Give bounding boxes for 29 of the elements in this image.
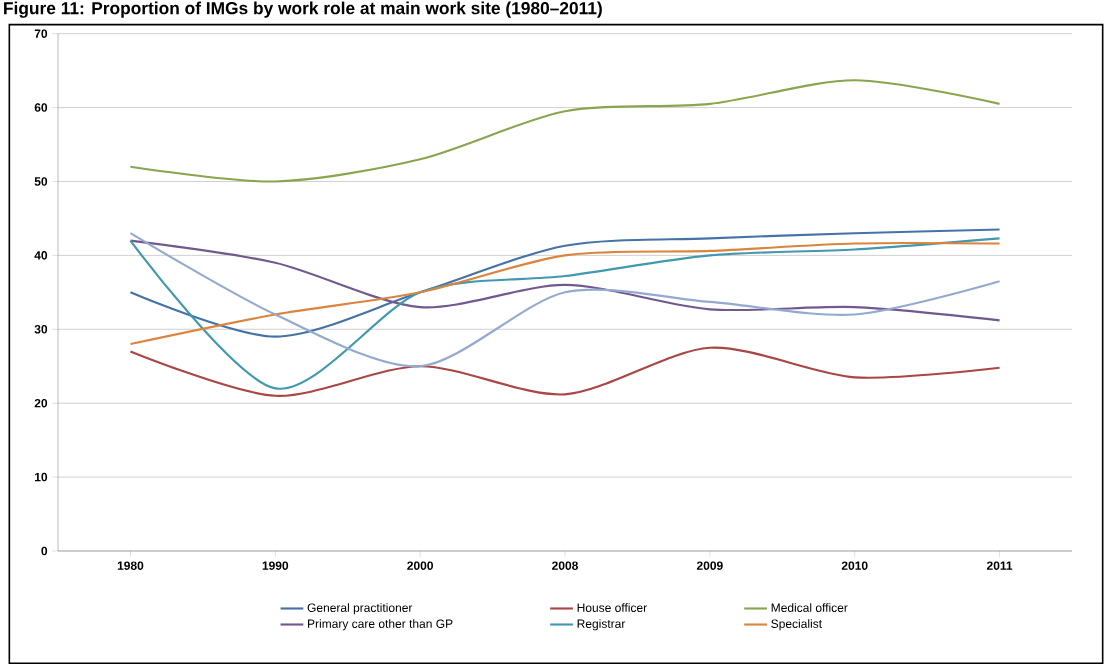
legend-label: Medical officer (771, 603, 848, 612)
line-series (129, 346, 1001, 397)
legend-label: Specialist (771, 619, 822, 631)
line-series (129, 239, 1001, 322)
x-tick-label: 2000 (407, 561, 434, 570)
x-tick-label: 2008 (552, 561, 578, 570)
legend-label: General practitioner (307, 603, 413, 615)
y-tick-label: 40 (34, 251, 48, 260)
legend-label: Primary care other than GP (308, 619, 453, 631)
x-tick-label: 2011 (986, 561, 1013, 570)
y-tick-label: 60 (34, 103, 48, 112)
x-tick-label: 1980 (117, 561, 144, 570)
line-series (129, 232, 1001, 368)
chart-title: Figure 11: Proportion of IMGs by work role at main work site (1980–2011) (4, 1, 602, 18)
line-series (129, 228, 1001, 338)
x-tick-label: 2009 (696, 561, 723, 570)
legend-label: Registrar (577, 619, 626, 631)
x-tick-label: 2010 (841, 561, 868, 570)
line-series (129, 242, 1001, 346)
y-tick-label: 30 (34, 325, 48, 334)
y-tick-label: 10 (35, 472, 48, 482)
line-series (129, 79, 1001, 183)
line-series (129, 237, 1001, 390)
y-tick-label: 20 (34, 398, 48, 408)
y-tick-label: 50 (34, 177, 48, 186)
x-tick-label: 1990 (262, 561, 289, 570)
y-tick-label: 70 (34, 29, 48, 38)
legend-label: House officer (577, 603, 647, 612)
y-tick-label: 0 (41, 546, 48, 556)
